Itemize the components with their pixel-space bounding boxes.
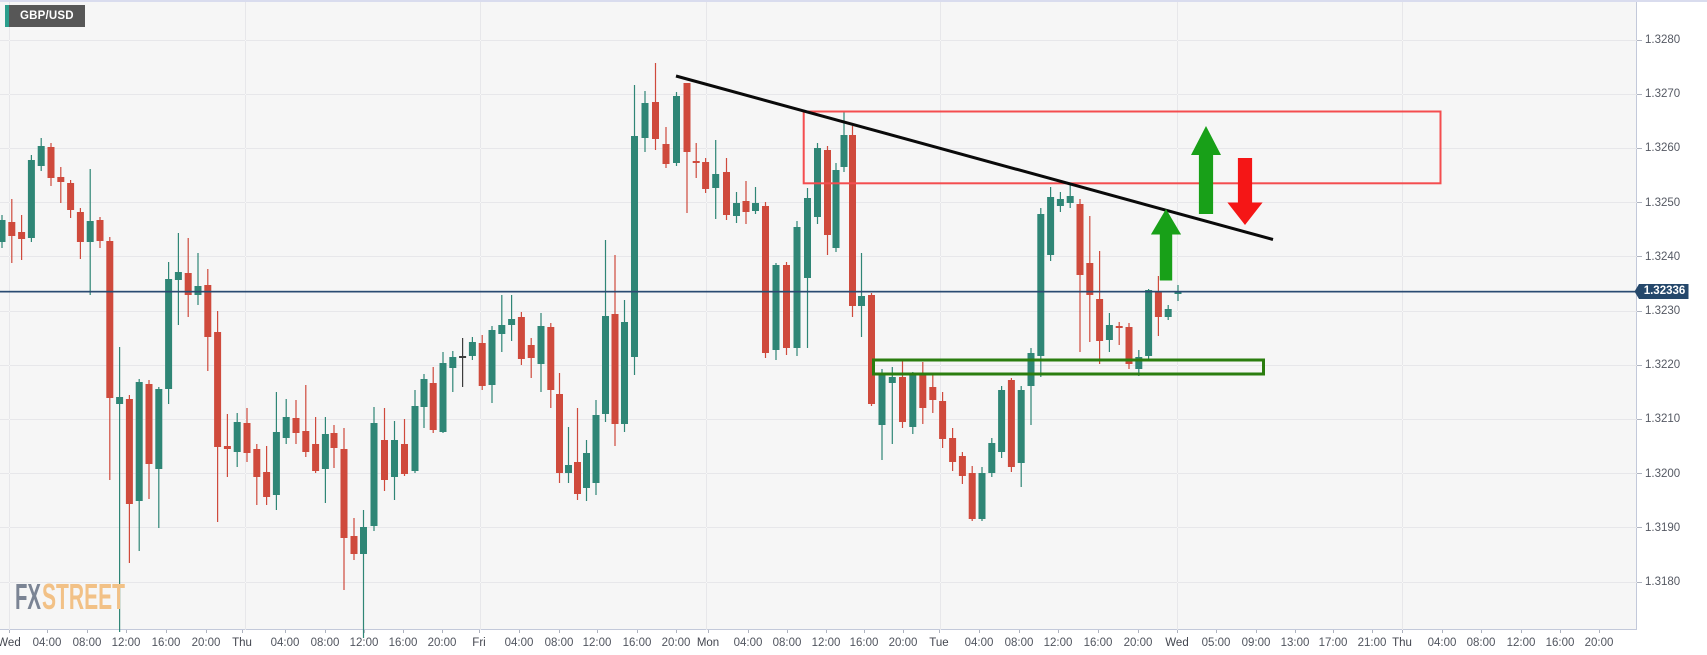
svg-text:FX: FX [15, 578, 41, 617]
svg-text:STREET: STREET [42, 578, 125, 617]
